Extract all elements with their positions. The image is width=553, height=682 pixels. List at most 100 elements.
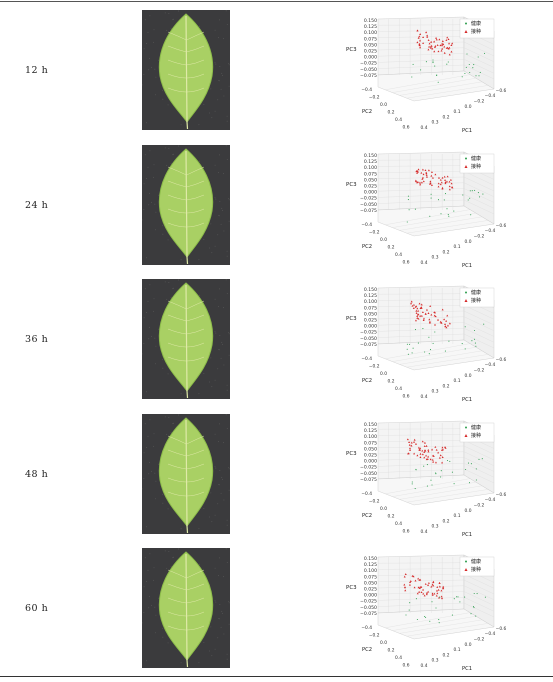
- point-healthy: [431, 483, 433, 486]
- pc1-tick: −0.4: [485, 497, 496, 503]
- point-inoculated: [410, 441, 413, 443]
- point-healthy: [475, 478, 477, 481]
- point-inoculated: [437, 50, 440, 53]
- leaf-photo: [142, 548, 230, 668]
- point-healthy: [414, 487, 416, 489]
- point-inoculated: [414, 579, 417, 582]
- point-inoculated: [423, 441, 426, 444]
- pc1-tick: 0.0: [465, 642, 472, 648]
- point-healthy: [424, 615, 426, 618]
- point-healthy: [448, 340, 450, 342]
- point-inoculated: [406, 437, 409, 440]
- point-healthy: [447, 61, 449, 63]
- point-inoculated: [425, 591, 428, 594]
- point-healthy: [406, 220, 408, 223]
- point-inoculated: [424, 582, 427, 585]
- pc1-axis-label: PC1: [462, 397, 472, 403]
- point-inoculated: [433, 311, 436, 314]
- point-healthy: [407, 198, 409, 200]
- point-healthy: [430, 479, 432, 481]
- legend-label: 接种: [471, 163, 481, 170]
- point-inoculated: [422, 588, 425, 591]
- point-inoculated: [416, 180, 419, 183]
- point-inoculated: [440, 448, 443, 451]
- point-inoculated: [443, 175, 446, 178]
- leaf-photo: [142, 413, 230, 534]
- point-inoculated: [440, 595, 443, 598]
- point-inoculated: [444, 180, 447, 183]
- legend-marker-inoculated: [464, 164, 468, 168]
- point-inoculated: [418, 302, 421, 305]
- pc3-tick: −0.050: [360, 201, 377, 207]
- pc3-tick: 0.025: [364, 587, 377, 593]
- pc3-axis-label: PC3: [346, 47, 357, 53]
- pca-3d-axes: 0.1500.1250.1000.0750.0500.0250.000−0.02…: [346, 151, 507, 269]
- point-inoculated: [450, 50, 453, 53]
- point-inoculated: [425, 593, 428, 596]
- point-inoculated: [448, 42, 451, 45]
- point-inoculated: [404, 589, 407, 592]
- point-inoculated: [415, 309, 418, 312]
- point-inoculated: [431, 592, 434, 595]
- point-inoculated: [438, 456, 441, 459]
- point-healthy: [473, 329, 476, 332]
- point-healthy: [459, 601, 461, 603]
- time-label: 24 h: [25, 199, 49, 211]
- pc3-tick: 0.000: [364, 593, 377, 599]
- scatter-points: [403, 573, 486, 624]
- pc2-tick: 0.0: [380, 371, 387, 377]
- pc3-tick: 0.150: [364, 422, 377, 428]
- pc1-axis-label: PC1: [462, 666, 472, 672]
- pc2-tick-labels: −0.4 −0.20.00.20.40.6: [361, 87, 409, 131]
- point-healthy: [483, 52, 486, 54]
- pc1-tick: −0.4: [485, 362, 496, 368]
- legend-marker-inoculated: [464, 568, 468, 571]
- pc3-tick: 0.025: [364, 49, 377, 55]
- point-inoculated: [411, 574, 414, 577]
- point-healthy: [447, 213, 449, 215]
- point-inoculated: [415, 312, 418, 314]
- point-inoculated: [414, 442, 417, 445]
- point-inoculated: [441, 448, 444, 450]
- pc1-tick: 0.4: [421, 260, 428, 266]
- pc1-tick: 0.2: [443, 383, 450, 389]
- pc2-tick: −0.2: [369, 364, 380, 370]
- point-inoculated: [421, 439, 424, 442]
- pc1-axis-label: PC1: [462, 128, 472, 134]
- pc3-tick: −0.075: [360, 342, 377, 348]
- point-inoculated: [445, 180, 448, 182]
- point-healthy: [416, 618, 418, 621]
- point-inoculated: [423, 450, 426, 453]
- pc1-tick: −0.6: [496, 88, 507, 94]
- pc2-tick: 0.6: [403, 125, 410, 131]
- point-inoculated: [439, 178, 442, 181]
- point-inoculated: [447, 38, 450, 41]
- point-healthy: [478, 195, 481, 197]
- pc3-tick: 0.100: [364, 165, 377, 171]
- pc2-tick: 0.4: [395, 521, 402, 527]
- pc3-tick: 0.050: [364, 446, 377, 452]
- point-healthy: [451, 471, 453, 473]
- point-inoculated: [411, 304, 414, 307]
- pc3-tick: 0.000: [364, 458, 377, 464]
- point-healthy: [457, 596, 459, 598]
- pc3-tick: 0.025: [364, 318, 377, 324]
- point-inoculated: [419, 446, 422, 449]
- point-inoculated: [448, 322, 451, 325]
- point-healthy: [424, 351, 426, 353]
- legend-label: 健康: [471, 289, 481, 296]
- pc2-tick: −0.4: [361, 222, 372, 228]
- point-inoculated: [428, 321, 431, 324]
- pc3-tick: −0.075: [360, 73, 377, 79]
- legend-marker-inoculated: [464, 299, 468, 302]
- pc1-tick: −0.6: [496, 222, 507, 228]
- pc1-tick-labels: 0.4 0.3 0.2 0.1 0.0−0.2−0.4−0.6: [421, 222, 507, 265]
- leaf-photo: [142, 279, 230, 399]
- point-inoculated: [424, 449, 427, 452]
- point-inoculated: [429, 181, 432, 184]
- point-inoculated: [417, 313, 420, 316]
- point-inoculated: [427, 581, 430, 584]
- point-healthy: [462, 193, 464, 196]
